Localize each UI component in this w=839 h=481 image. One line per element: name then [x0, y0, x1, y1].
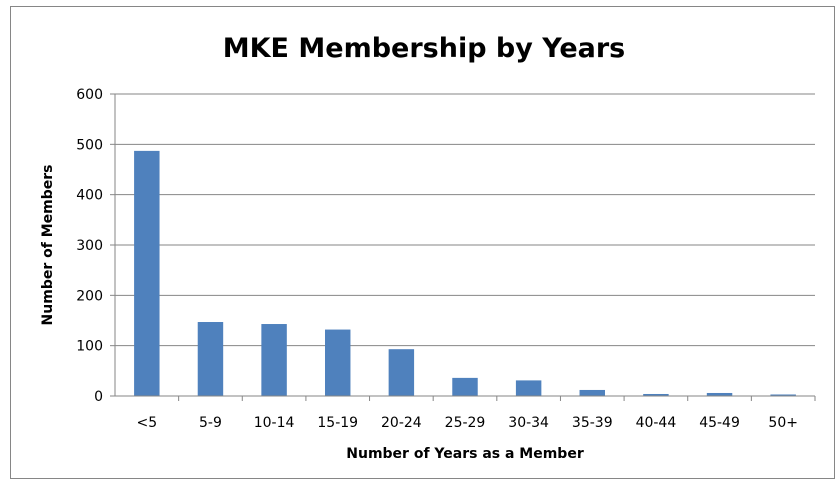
- x-tick-labels: <5 5-9 10-14 15-19 20-24 25-29 30-34 35-39 40-44…: [136, 396, 816, 431]
- x-tick-label: 10-14: [254, 415, 295, 431]
- bar-10: [770, 394, 796, 396]
- x-axis-label: Number of Years as a Member: [346, 446, 584, 462]
- y-tick-label: 0: [94, 389, 103, 405]
- x-tick-label: 20-24: [381, 415, 422, 431]
- x-tick-label: 15-19: [317, 415, 358, 431]
- x-tick-label: 5-9: [199, 415, 222, 431]
- bar-7: [579, 389, 605, 396]
- bar-8: [643, 393, 669, 396]
- bar-6: [515, 380, 542, 396]
- y-tick-label: 400: [76, 188, 103, 204]
- y-tick-labels: 0 100 200 300 400 500 600: [76, 87, 115, 405]
- bar-4: [388, 349, 415, 396]
- chart-title: MKE Membership by Years: [223, 33, 626, 64]
- bar-9: [706, 392, 733, 396]
- x-tick-label: 40-44: [636, 415, 677, 431]
- gridlines: [115, 93, 815, 347]
- x-tick-label: 45-49: [699, 415, 740, 431]
- x-tick-label: 30-34: [508, 415, 549, 431]
- x-tick-label: 50+: [768, 415, 798, 431]
- bar-2: [261, 324, 287, 396]
- bar-3: [325, 329, 351, 396]
- bar-0: [134, 150, 160, 396]
- y-tick-label: 500: [76, 137, 103, 153]
- y-tick-label: 100: [76, 339, 103, 355]
- y-axis-label: Number of Members: [40, 165, 56, 326]
- y-tick-label: 200: [76, 288, 103, 304]
- y-tick-label: 600: [76, 87, 103, 103]
- x-tick-label: <5: [136, 415, 157, 431]
- bar-5: [452, 377, 478, 396]
- x-tick-label: 25-29: [445, 415, 486, 431]
- bars: [134, 150, 796, 396]
- y-tick-label: 300: [76, 238, 103, 254]
- x-tick-label: 35-39: [572, 415, 613, 431]
- bar-1: [197, 322, 224, 396]
